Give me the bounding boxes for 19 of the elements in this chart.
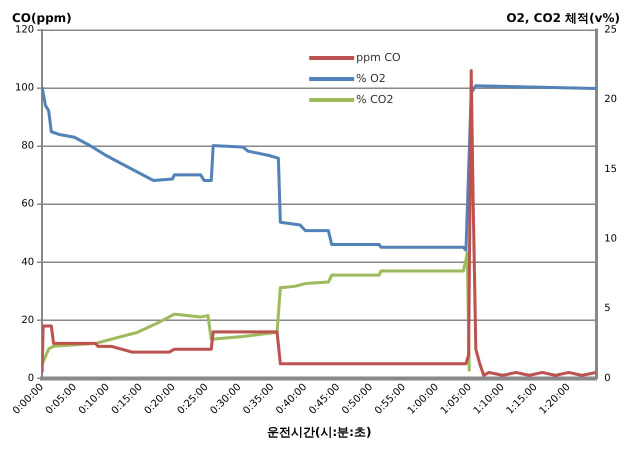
y2-tick-label: 25 — [604, 24, 618, 36]
y2-tick-label: 5 — [604, 303, 611, 314]
y-tick-label: 60 — [21, 198, 34, 210]
y-tick-label: 80 — [21, 140, 34, 152]
y-tick-label: 20 — [21, 314, 34, 326]
y2-tick-label: 0 — [604, 372, 611, 384]
legend-label: % CO2 — [356, 92, 394, 106]
y2-tick-label: 20 — [604, 94, 618, 106]
legend-label: % O2 — [356, 72, 386, 85]
y-tick-label: 120 — [14, 24, 34, 36]
y2-axis-title: O2, CO2 체적(v%) — [506, 11, 620, 25]
y2-tick-label: 10 — [604, 234, 618, 245]
y2-tick-label: 15 — [604, 164, 618, 175]
x-axis-title: 운전시간(시:분:초) — [266, 425, 372, 439]
legend-label: ppm CO — [356, 50, 402, 64]
y-tick-label: 40 — [21, 256, 34, 268]
y-tick-label: 0 — [28, 372, 34, 384]
y-axis-title: CO(ppm) — [12, 11, 72, 25]
y-tick-label: 100 — [14, 82, 34, 94]
